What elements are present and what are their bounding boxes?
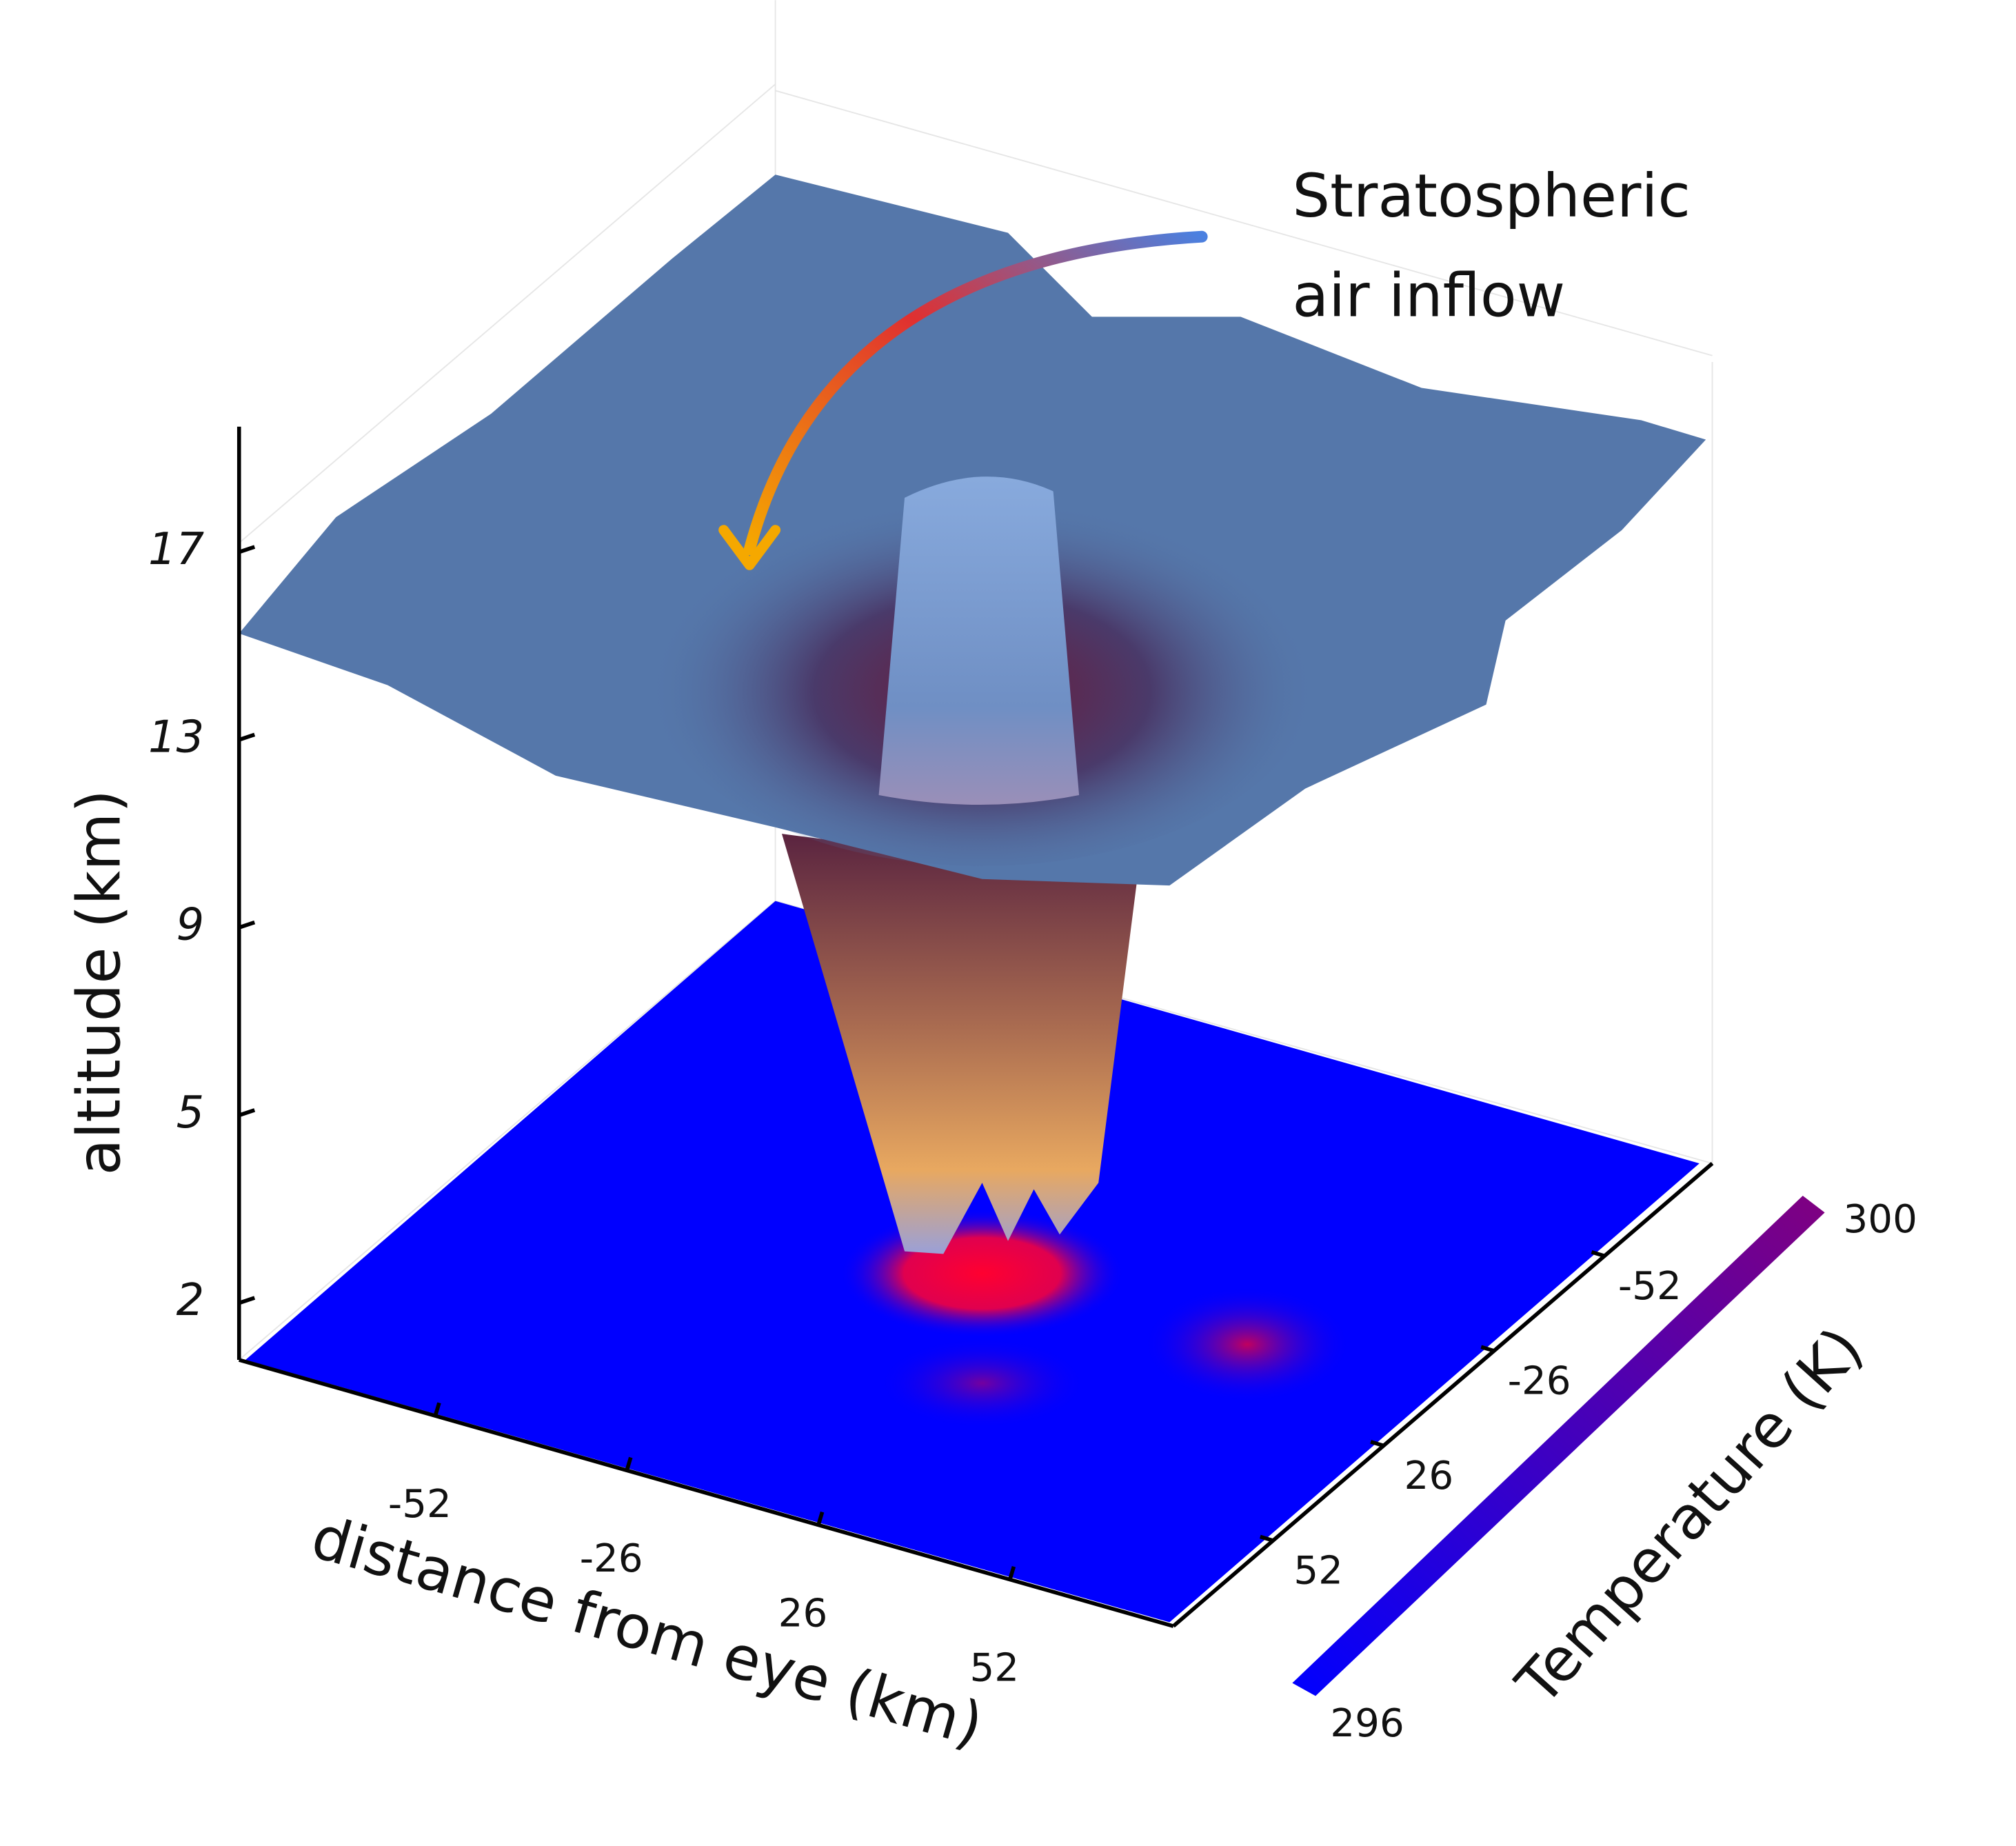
z-axis-label: altitude (km) bbox=[65, 790, 134, 1175]
colorbar bbox=[1292, 1195, 1825, 1696]
z-tick bbox=[238, 1108, 256, 1117]
x-tick bbox=[625, 1456, 633, 1472]
warm-core-glow bbox=[840, 1208, 1125, 1338]
y-tick-label: -52 bbox=[1618, 1264, 1682, 1309]
surface-stem bbox=[781, 834, 1138, 1254]
secondary-glow bbox=[1143, 1286, 1351, 1403]
colorbar-tick-label: 300 bbox=[1844, 1197, 1917, 1242]
z-tick bbox=[238, 1296, 256, 1305]
z-tick-label: 13 bbox=[148, 712, 204, 763]
x-tick-label: -26 bbox=[580, 1536, 643, 1581]
x-tick bbox=[816, 1511, 825, 1526]
z-tick bbox=[238, 732, 256, 742]
z-tick-label: 2 bbox=[177, 1275, 205, 1326]
y-tick bbox=[1591, 1250, 1606, 1258]
z-tick-label: 9 bbox=[177, 900, 205, 951]
x-tick-label: 26 bbox=[778, 1591, 828, 1636]
eye-column bbox=[878, 476, 1080, 805]
arrow-head bbox=[718, 525, 781, 570]
x-tick-label: 52 bbox=[969, 1645, 1019, 1690]
annotation-line: Stratospheric bbox=[1292, 162, 1691, 231]
x-tick bbox=[1008, 1566, 1016, 1581]
axes bbox=[236, 426, 1714, 1628]
z-tick-label: 17 bbox=[148, 524, 204, 575]
colorbar-tick-label: 296 bbox=[1330, 1701, 1404, 1746]
x-tick bbox=[433, 1402, 441, 1416]
y-tick-label: 26 bbox=[1404, 1454, 1454, 1498]
z-tick-label: 5 bbox=[177, 1087, 205, 1138]
y-tick bbox=[1370, 1440, 1384, 1448]
y-tick bbox=[1480, 1345, 1495, 1353]
y-tick-label: -26 bbox=[1508, 1358, 1571, 1403]
annotation-line: air inflow bbox=[1292, 261, 1565, 330]
x-tick-label: -52 bbox=[388, 1482, 452, 1527]
z-tick bbox=[238, 545, 256, 554]
y-tick-label: 52 bbox=[1293, 1548, 1343, 1593]
inflow-arrow bbox=[743, 230, 1208, 556]
y-tick bbox=[1259, 1534, 1274, 1543]
z-tick bbox=[238, 920, 256, 930]
secondary-glow bbox=[878, 1338, 1086, 1429]
